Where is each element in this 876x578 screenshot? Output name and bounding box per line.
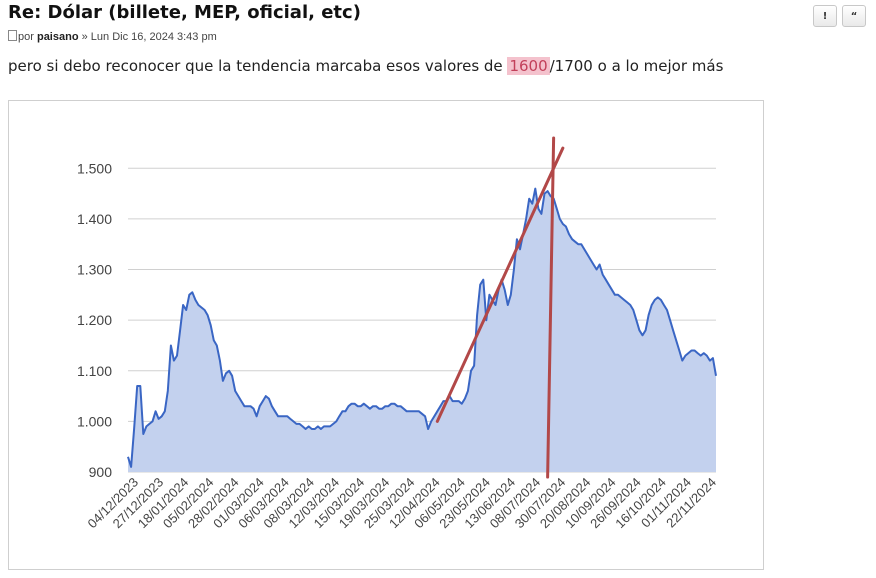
report-button[interactable]: ! — [813, 5, 837, 27]
chart-image: 900 1.000 1.100 1.200 1.300 1.400 1.500 04/12/2… — [8, 100, 764, 570]
dollar-chart: 9001.0001.1001.2001.3001.4001.50004/12/2… — [77, 136, 719, 531]
area-fill — [128, 188, 716, 472]
quote-button[interactable]: “ — [842, 5, 866, 27]
post-text-start: pero si debo reconocer que la tendencia … — [8, 57, 508, 75]
meta-prefix: por — [18, 31, 34, 43]
trend-line — [435, 146, 565, 423]
post-meta: por paisano » Lun Dic 16, 2024 3:43 pm — [8, 30, 217, 43]
post-content: pero si debo reconocer que la tendencia … — [8, 57, 723, 75]
y-tick-label: 1.500 — [77, 160, 112, 176]
author-link[interactable]: paisano — [36, 31, 79, 43]
y-tick-label: 1.200 — [77, 312, 112, 328]
y-tick-label: 1.400 — [77, 211, 112, 227]
y-tick-label: 1.300 — [77, 262, 112, 278]
post-title[interactable]: Re: Dólar (billete, MEP, oficial, etc) — [8, 2, 361, 23]
post-date: » Lun Dic 16, 2024 3:43 pm — [81, 31, 217, 43]
post-icon[interactable] — [8, 30, 17, 41]
y-tick-label: 1.000 — [77, 413, 112, 429]
vertical-marker-line — [546, 136, 556, 479]
y-tick-label: 900 — [89, 464, 113, 480]
post-text-end: /1700 o a lo mejor más — [549, 57, 724, 75]
post-actions: ! “ — [813, 5, 866, 27]
highlighted-value: 1600 — [507, 57, 550, 75]
y-tick-label: 1.100 — [77, 363, 112, 379]
series-line — [127, 187, 717, 468]
